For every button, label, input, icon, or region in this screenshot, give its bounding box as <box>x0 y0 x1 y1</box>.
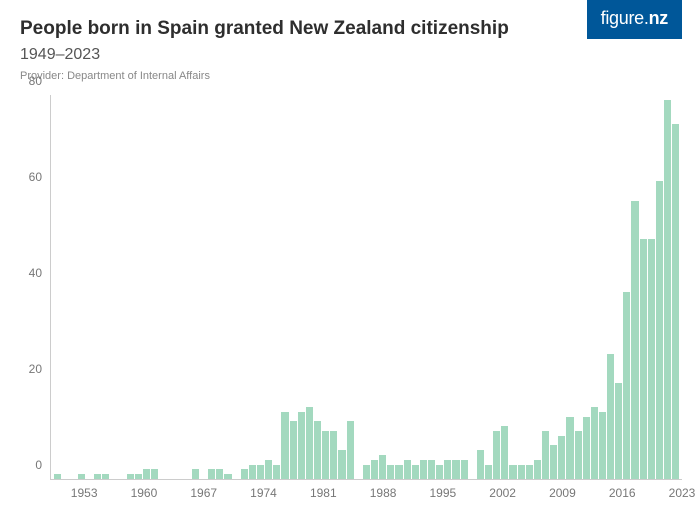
data-bar <box>273 465 280 479</box>
data-bar <box>330 431 337 479</box>
data-bar <box>241 469 248 479</box>
logo-text-a: figure. <box>601 8 649 28</box>
x-tick-label: 1988 <box>370 486 397 500</box>
data-bar <box>298 412 305 479</box>
data-bar <box>216 469 223 479</box>
data-bar <box>477 450 484 479</box>
data-bar <box>640 239 647 479</box>
y-axis: 020406080 <box>20 95 48 479</box>
data-bar <box>672 124 679 479</box>
data-bar <box>208 469 215 479</box>
data-bar <box>322 431 329 479</box>
x-tick-label: 1995 <box>430 486 457 500</box>
y-tick-label: 80 <box>29 74 42 88</box>
x-tick-label: 1967 <box>190 486 217 500</box>
chart-provider: Provider: Department of Internal Affairs <box>20 70 680 82</box>
chart-title: People born in Spain granted New Zealand… <box>20 18 680 40</box>
figure-nz-logo: figure.nz <box>587 0 682 39</box>
y-tick-label: 60 <box>29 170 42 184</box>
data-bar <box>493 431 500 479</box>
x-tick-label: 2016 <box>609 486 636 500</box>
data-bar <box>631 201 638 479</box>
data-bar <box>420 460 427 479</box>
data-bar <box>379 455 386 479</box>
data-bar <box>534 460 541 479</box>
data-bar <box>583 417 590 479</box>
data-bar <box>558 436 565 479</box>
y-tick-label: 20 <box>29 362 42 376</box>
data-bar <box>444 460 451 479</box>
data-bar <box>485 465 492 479</box>
data-bar <box>249 465 256 479</box>
x-axis: 1953 1960 1967 1974 1981 1988 1995 2002 2009 2016… <box>50 479 682 503</box>
data-bar <box>615 383 622 479</box>
data-bar <box>518 465 525 479</box>
x-tick-label: 1981 <box>310 486 337 500</box>
bars-container <box>51 95 682 479</box>
x-tick-label: 2002 <box>489 486 516 500</box>
plot-area <box>50 95 682 479</box>
data-bar <box>623 292 630 479</box>
data-bar <box>314 421 321 479</box>
y-tick-label: 0 <box>35 458 42 472</box>
data-bar <box>526 465 533 479</box>
data-bar <box>412 465 419 479</box>
data-bar <box>151 469 158 479</box>
data-bar <box>257 465 264 479</box>
data-bar <box>192 469 199 479</box>
logo-text-b: nz <box>649 8 668 28</box>
data-bar <box>656 181 663 479</box>
data-bar <box>501 426 508 479</box>
data-bar <box>387 465 394 479</box>
data-bar <box>436 465 443 479</box>
x-tick-label: 2009 <box>549 486 576 500</box>
data-bar <box>461 460 468 479</box>
data-bar <box>648 239 655 479</box>
data-bar <box>395 465 402 479</box>
data-bar <box>306 407 313 479</box>
data-bar <box>363 465 370 479</box>
data-bar <box>347 421 354 479</box>
data-bar <box>591 407 598 479</box>
data-bar <box>143 469 150 479</box>
data-bar <box>664 100 671 479</box>
data-bar <box>281 412 288 479</box>
data-bar <box>566 417 573 479</box>
chart-subtitle: 1949–2023 <box>20 46 680 64</box>
data-bar <box>404 460 411 479</box>
data-bar <box>607 354 614 479</box>
chart-area: 020406080 195319601967197419811988199520… <box>20 95 682 503</box>
data-bar <box>265 460 272 479</box>
data-bar <box>575 431 582 479</box>
data-bar <box>338 450 345 479</box>
data-bar <box>542 431 549 479</box>
data-bar <box>509 465 516 479</box>
data-bar <box>290 421 297 479</box>
x-tick-label: 2023 <box>669 486 696 500</box>
x-tick-label: 1974 <box>250 486 277 500</box>
y-tick-label: 40 <box>29 266 42 280</box>
data-bar <box>371 460 378 479</box>
data-bar <box>599 412 606 479</box>
x-tick-label: 1960 <box>131 486 158 500</box>
data-bar <box>428 460 435 479</box>
data-bar <box>452 460 459 479</box>
x-tick-label: 1953 <box>71 486 98 500</box>
data-bar <box>550 445 557 479</box>
